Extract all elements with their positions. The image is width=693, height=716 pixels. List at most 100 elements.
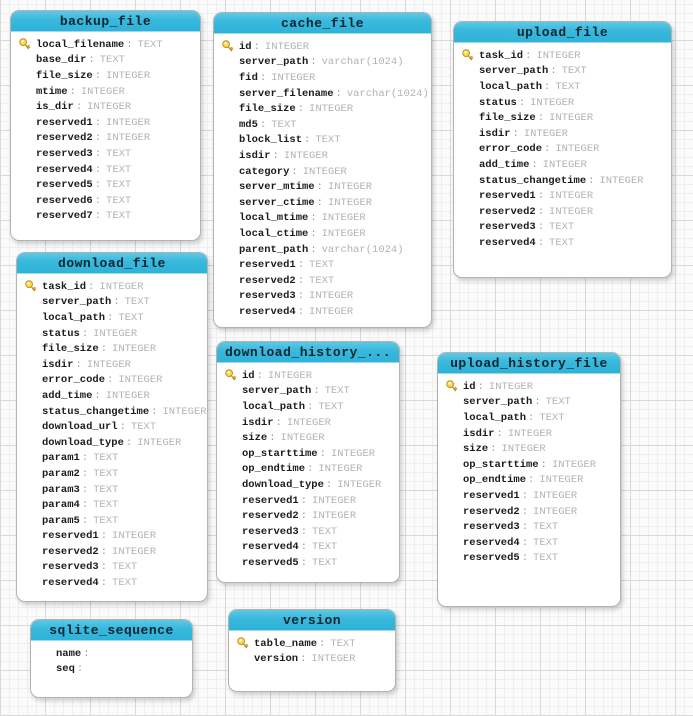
field-row-name[interactable]: name:	[38, 646, 188, 662]
field-row-param5[interactable]: param5: TEXT	[24, 513, 203, 529]
field-row-local_filename[interactable]: local_filename: TEXT	[18, 37, 196, 53]
field-row-reserved4[interactable]: reserved4: INTEGER	[221, 304, 427, 320]
field-row-task_id[interactable]: task_id: INTEGER	[24, 279, 203, 295]
field-row-reserved4[interactable]: reserved4: TEXT	[18, 162, 196, 178]
field-row-status_changetime[interactable]: status_changetime: INTEGER	[24, 404, 207, 420]
field-row-file_size[interactable]: file_size: INTEGER	[461, 110, 667, 126]
field-row-reserved5[interactable]: reserved5: TEXT	[224, 555, 395, 571]
field-row-reserved1[interactable]: reserved1: INTEGER	[224, 493, 395, 509]
field-row-task_id[interactable]: task_id: INTEGER	[461, 48, 667, 64]
field-row-server_ctime[interactable]: server_ctime: INTEGER	[221, 195, 427, 211]
field-row-id[interactable]: id: INTEGER	[221, 39, 427, 55]
field-row-reserved2[interactable]: reserved2: INTEGER	[18, 131, 196, 147]
field-row-local_path[interactable]: local_path: TEXT	[461, 79, 667, 95]
field-row-base_dir[interactable]: base_dir: TEXT	[18, 53, 196, 69]
field-row-reserved1[interactable]: reserved1: INTEGER	[461, 188, 667, 204]
field-row-reserved3[interactable]: reserved3: TEXT	[461, 220, 667, 236]
field-row-op_starttime[interactable]: op_starttime: INTEGER	[224, 446, 395, 462]
field-row-local_ctime[interactable]: local_ctime: INTEGER	[221, 226, 427, 242]
table-header-version[interactable]: version	[229, 610, 395, 631]
field-row-status[interactable]: status: INTEGER	[461, 95, 667, 111]
table-card-upload-file[interactable]: upload_file task_id: INTEGER server_path: TE…	[453, 21, 672, 278]
table-card-version[interactable]: version table_name: TEXT version: INTEGER	[228, 609, 396, 692]
field-row-reserved4[interactable]: reserved4: TEXT	[461, 235, 667, 251]
table-card-download-history[interactable]: download_history_... id: INTEGER server_pat…	[216, 341, 400, 583]
field-row-reserved4[interactable]: reserved4: TEXT	[445, 535, 616, 551]
field-row-size[interactable]: size: INTEGER	[445, 441, 616, 457]
field-row-id[interactable]: id: INTEGER	[445, 379, 616, 395]
field-row-isdir[interactable]: isdir: INTEGER	[461, 126, 667, 142]
field-row-download_type[interactable]: download_type: INTEGER	[24, 435, 203, 451]
field-row-reserved3[interactable]: reserved3: TEXT	[224, 524, 395, 540]
table-header-upload-history-file[interactable]: upload_history_file	[438, 353, 620, 374]
field-row-reserved2[interactable]: reserved2: INTEGER	[445, 504, 616, 520]
field-row-category[interactable]: category: INTEGER	[221, 164, 427, 180]
field-row-param4[interactable]: param4: TEXT	[24, 497, 203, 513]
field-row-download_type[interactable]: download_type: INTEGER	[224, 477, 395, 493]
field-row-download_url[interactable]: download_url: TEXT	[24, 419, 203, 435]
field-row-seq[interactable]: seq:	[38, 662, 188, 678]
table-header-download-history[interactable]: download_history_...	[217, 342, 399, 363]
field-row-reserved4[interactable]: reserved4: TEXT	[224, 540, 395, 556]
field-row-local_path[interactable]: local_path: TEXT	[24, 310, 203, 326]
field-row-parent_path[interactable]: parent_path: varchar(1024)	[221, 242, 427, 258]
field-row-param2[interactable]: param2: TEXT	[24, 466, 203, 482]
field-row-reserved2[interactable]: reserved2: INTEGER	[461, 204, 667, 220]
field-row-local_mtime[interactable]: local_mtime: INTEGER	[221, 211, 427, 227]
field-row-mtime[interactable]: mtime: INTEGER	[18, 84, 196, 100]
field-row-file_size[interactable]: file_size: INTEGER	[18, 68, 196, 84]
field-row-status[interactable]: status: INTEGER	[24, 326, 203, 342]
field-row-reserved3[interactable]: reserved3: INTEGER	[221, 289, 427, 305]
field-row-op_endtime[interactable]: op_endtime: INTEGER	[445, 473, 616, 489]
table-card-download-file[interactable]: download_file task_id: INTEGER server_path:…	[16, 252, 208, 602]
field-row-server_path[interactable]: server_path: TEXT	[224, 384, 395, 400]
field-row-reserved2[interactable]: reserved2: INTEGER	[24, 544, 203, 560]
field-row-local_path[interactable]: local_path: TEXT	[445, 410, 616, 426]
field-row-param3[interactable]: param3: TEXT	[24, 482, 203, 498]
table-header-cache-file[interactable]: cache_file	[214, 13, 431, 34]
field-row-file_size[interactable]: file_size: INTEGER	[24, 341, 203, 357]
field-row-status_changetime[interactable]: status_changetime: INTEGER	[461, 173, 667, 189]
field-row-server_mtime[interactable]: server_mtime: INTEGER	[221, 179, 427, 195]
table-header-upload-file[interactable]: upload_file	[454, 22, 671, 43]
field-row-reserved1[interactable]: reserved1: INTEGER	[445, 488, 616, 504]
table-card-backup-file[interactable]: backup_file local_filename: TEXT base_dir: T…	[10, 10, 201, 241]
field-row-add_time[interactable]: add_time: INTEGER	[24, 388, 203, 404]
field-row-table_name[interactable]: table_name: TEXT	[236, 636, 391, 652]
field-row-version[interactable]: version: INTEGER	[236, 652, 391, 668]
field-row-reserved4[interactable]: reserved4: TEXT	[24, 575, 203, 591]
field-row-isdir[interactable]: isdir: INTEGER	[224, 415, 395, 431]
field-row-server_path[interactable]: server_path: varchar(1024)	[221, 55, 427, 71]
field-row-isdir[interactable]: isdir: INTEGER	[445, 426, 616, 442]
field-row-reserved3[interactable]: reserved3: TEXT	[18, 146, 196, 162]
field-row-server_path[interactable]: server_path: TEXT	[461, 64, 667, 80]
table-card-upload-history-file[interactable]: upload_history_file id: INTEGER server_path…	[437, 352, 621, 607]
field-row-server_filename[interactable]: server_filename: varchar(1024)	[221, 86, 429, 102]
field-row-md5[interactable]: md5: TEXT	[221, 117, 427, 133]
field-row-server_path[interactable]: server_path: TEXT	[24, 295, 203, 311]
field-row-reserved6[interactable]: reserved6: TEXT	[18, 193, 196, 209]
field-row-reserved7[interactable]: reserved7: TEXT	[18, 209, 196, 225]
field-row-reserved3[interactable]: reserved3: TEXT	[24, 560, 203, 576]
field-row-op_endtime[interactable]: op_endtime: INTEGER	[224, 462, 395, 478]
field-row-local_path[interactable]: local_path: TEXT	[224, 399, 395, 415]
field-row-error_code[interactable]: error_code: INTEGER	[24, 373, 203, 389]
table-card-sqlite-sequence[interactable]: sqlite_sequence name: seq:	[30, 619, 193, 698]
field-row-param1[interactable]: param1: TEXT	[24, 451, 203, 467]
table-card-cache-file[interactable]: cache_file id: INTEGER server_path: varchar(…	[213, 12, 432, 328]
field-row-reserved2[interactable]: reserved2: INTEGER	[224, 508, 395, 524]
field-row-error_code[interactable]: error_code: INTEGER	[461, 142, 667, 158]
field-row-block_list[interactable]: block_list: TEXT	[221, 133, 427, 149]
field-row-reserved1[interactable]: reserved1: INTEGER	[18, 115, 196, 131]
field-row-reserved1[interactable]: reserved1: TEXT	[221, 257, 427, 273]
field-row-reserved2[interactable]: reserved2: TEXT	[221, 273, 427, 289]
table-header-download-file[interactable]: download_file	[17, 253, 207, 274]
field-row-reserved5[interactable]: reserved5: TEXT	[18, 177, 196, 193]
table-header-backup-file[interactable]: backup_file	[11, 11, 200, 32]
field-row-isdir[interactable]: isdir: INTEGER	[221, 148, 427, 164]
field-row-server_path[interactable]: server_path: TEXT	[445, 395, 616, 411]
field-row-op_starttime[interactable]: op_starttime: INTEGER	[445, 457, 616, 473]
field-row-fid[interactable]: fid: INTEGER	[221, 70, 427, 86]
field-row-reserved5[interactable]: reserved5: TEXT	[445, 551, 616, 567]
